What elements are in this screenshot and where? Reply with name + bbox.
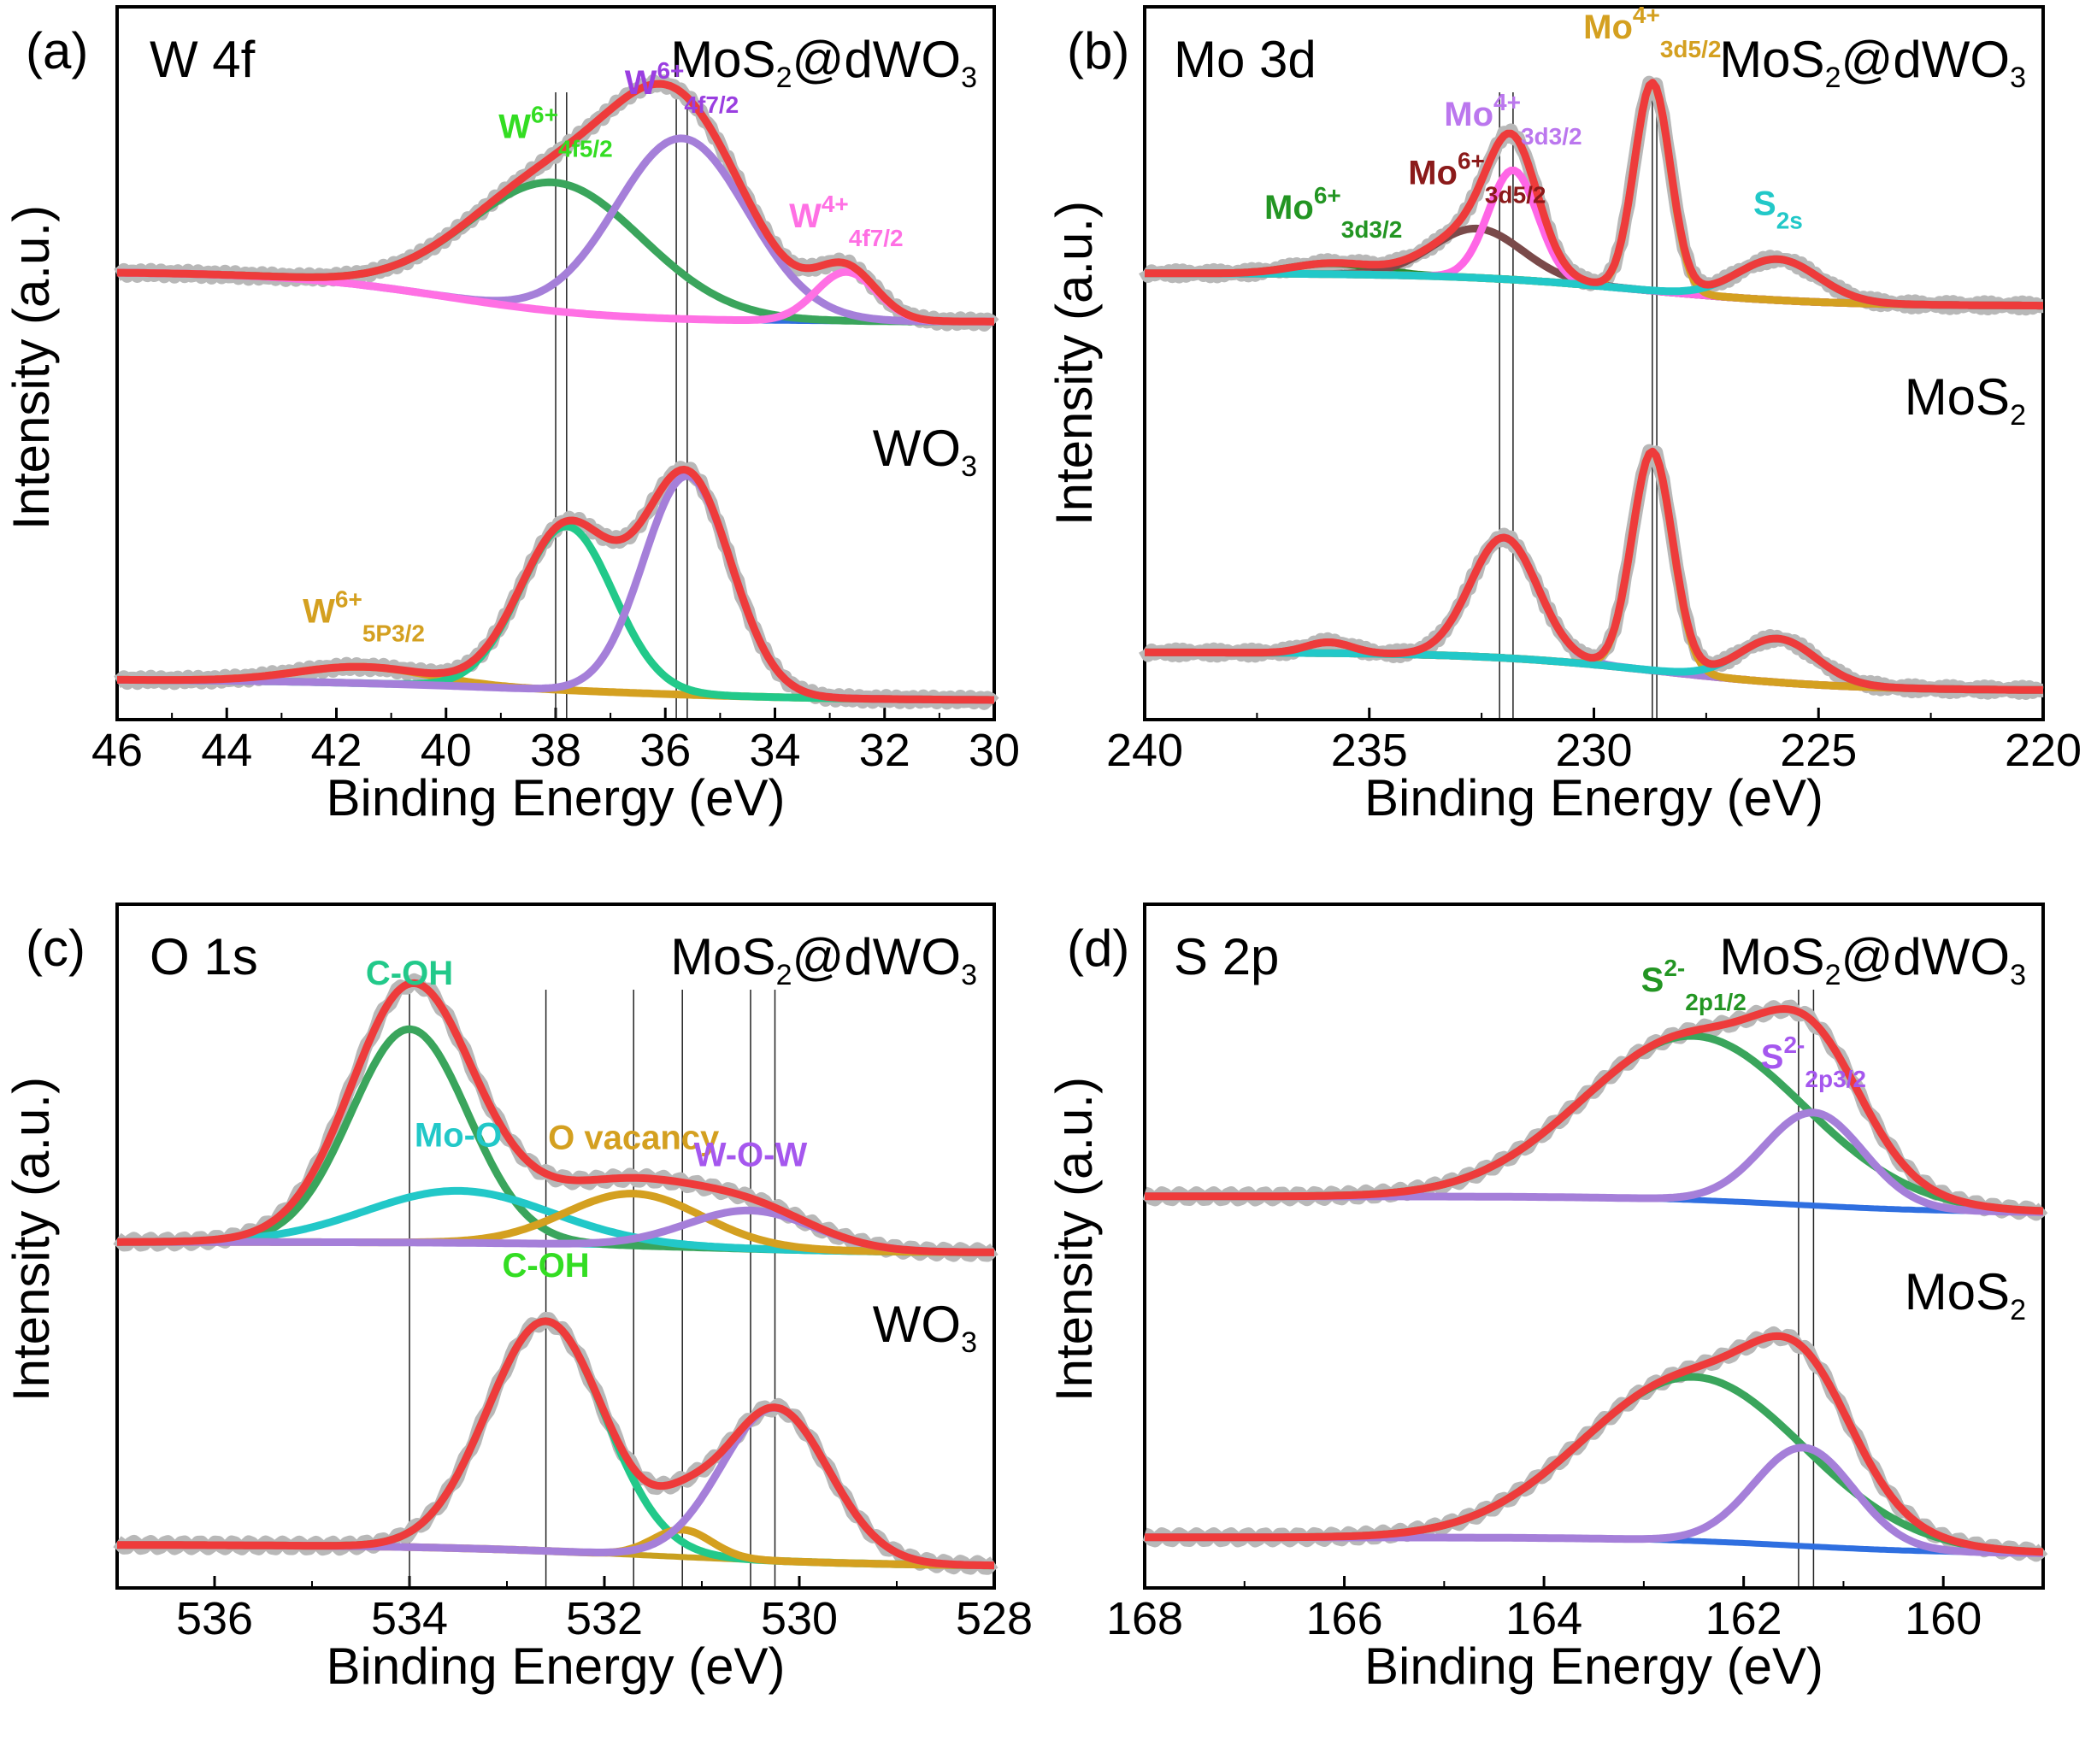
- peak-label: S2-2p3/2: [1761, 1032, 1866, 1092]
- panel-4: 168 166 164 162 160 Binding Energy (eV) Intens…: [1046, 903, 2048, 1695]
- x-tick-label: 34: [749, 725, 800, 776]
- x-tick-label: 44: [201, 725, 252, 776]
- peak-label: Mo4+3d3/2: [1444, 89, 1582, 150]
- sample-label: MoS2: [1905, 1263, 2026, 1326]
- peak-label: O vacancy: [548, 1120, 720, 1157]
- peak-label: Mo6+3d3/2: [1264, 182, 1402, 243]
- fit-envelope: [1144, 447, 2044, 694]
- fit-envelope: [116, 1317, 995, 1570]
- panel-2: 240 235 230 225 220 Binding Energy (eV) Intens…: [1046, 2, 2082, 826]
- panel-1: 46 44 42 40 38 36 34 32 30 Binding Energy (eV) Int…: [3, 5, 1020, 826]
- sample-label: WO3: [873, 420, 977, 483]
- panel-label: (a): [26, 22, 88, 79]
- panel-3: 536 534 532 530 528 Binding Energy (eV) Intens…: [3, 903, 1033, 1695]
- plot-frame: [1143, 5, 2045, 721]
- x-tick-label: 46: [91, 725, 143, 776]
- peak-label: Mo6+3d5/2: [1408, 147, 1546, 208]
- x-tick-label: 168: [1106, 1593, 1183, 1644]
- fit-envelope: [116, 979, 995, 1256]
- peak-label: Mo4+3d5/2: [1583, 2, 1721, 62]
- panel-label: (d): [1067, 920, 1129, 977]
- sample-MoS2: MoS2: [1139, 368, 2047, 700]
- x-tick-label: 40: [421, 725, 472, 776]
- plot-frame: [1143, 903, 2045, 1590]
- x-tick-label: 164: [1505, 1593, 1582, 1644]
- x-tick-label: 534: [371, 1593, 448, 1644]
- peak-label: W6+4f7/2: [625, 57, 739, 118]
- sample-label: MoS2@dWO3: [1719, 31, 2026, 94]
- peak-label: W6+5P3/2: [303, 585, 425, 646]
- x-axis-label: Binding Energy (eV): [327, 769, 786, 826]
- x-tick-label: 532: [566, 1593, 643, 1644]
- core-level-title: Mo 3d: [1174, 31, 1317, 88]
- fit-component: [1144, 1032, 2044, 1215]
- x-tick-label: 30: [969, 725, 1020, 776]
- x-tick-label: 240: [1106, 725, 1183, 776]
- peak-label: C-OH: [502, 1247, 589, 1285]
- sample-label: WO3: [873, 1296, 977, 1359]
- y-axis-label: Intensity (a.u.): [1046, 201, 1103, 526]
- sample-label: MoS2@dWO3: [670, 928, 977, 991]
- core-level-title: O 1s: [150, 928, 258, 985]
- x-tick-label: 220: [2005, 725, 2082, 776]
- x-tick-label: 42: [310, 725, 362, 776]
- raw-spectrum: [1141, 1326, 2048, 1562]
- core-level-title: S 2p: [1174, 928, 1279, 985]
- peak-label: S2s: [1753, 185, 1803, 233]
- sample-label: MoS2: [1905, 368, 2026, 432]
- y-axis-label: Intensity (a.u.): [3, 1077, 60, 1402]
- sample-MoS2@dWO3: MoS2@dWO3 Mo6+3d3/2Mo6+3d5/2Mo4+3d3/2Mo4+…: [1139, 2, 2047, 316]
- sample-WO3: WO3 W6+5P3/2: [113, 420, 999, 710]
- core-level-title: W 4f: [150, 31, 256, 88]
- x-tick-label: 530: [761, 1593, 838, 1644]
- peak-label: W4+4f7/2: [789, 191, 904, 251]
- x-tick-label: 536: [176, 1593, 253, 1644]
- y-axis-label: Intensity (a.u.): [3, 205, 60, 530]
- y-axis-label: Intensity (a.u.): [1046, 1077, 1103, 1402]
- sample-label: MoS2@dWO3: [1719, 928, 2026, 991]
- fit-envelope: [116, 79, 995, 326]
- fit-component: [1144, 1373, 2044, 1556]
- fit-envelope: [1144, 79, 2044, 310]
- x-tick-label: 230: [1555, 725, 1632, 776]
- x-tick-label: 160: [1905, 1593, 1982, 1644]
- fit-envelope: [1144, 1005, 2044, 1215]
- fit-envelope: [1144, 1332, 2044, 1556]
- x-tick-label: 162: [1705, 1593, 1782, 1644]
- sample-label: MoS2@dWO3: [670, 31, 977, 94]
- sample-MoS2: MoS2: [1141, 1263, 2048, 1562]
- x-axis-label: Binding Energy (eV): [1364, 1638, 1823, 1695]
- peak-label: C-OH: [366, 955, 453, 992]
- sample-MoS2@dWO3: MoS2@dWO3 W6+4f5/2W6+4f7/2 W4+4f7/2: [113, 31, 999, 332]
- peak-label: W-O-W: [694, 1136, 808, 1173]
- sample-WO3: WO3 C-OH: [113, 1247, 998, 1575]
- x-axis-label: Binding Energy (eV): [327, 1638, 786, 1695]
- x-tick-label: 32: [859, 725, 910, 776]
- x-tick-label: 166: [1306, 1593, 1383, 1644]
- x-tick-label: 38: [530, 725, 581, 776]
- peak-label: W6+4f5/2: [498, 102, 613, 162]
- fit-envelope: [116, 465, 995, 704]
- x-axis-label: Binding Energy (eV): [1364, 769, 1823, 826]
- panel-label: (b): [1067, 22, 1129, 79]
- x-tick-label: 528: [956, 1593, 1033, 1644]
- panel-label: (c): [26, 920, 85, 977]
- x-tick-label: 36: [639, 725, 691, 776]
- peak-label: S2-2p1/2: [1641, 955, 1747, 1015]
- x-tick-label: 225: [1780, 725, 1857, 776]
- x-tick-label: 235: [1331, 725, 1408, 776]
- raw-spectrum: [113, 1312, 998, 1575]
- peak-label: Mo-O: [415, 1116, 502, 1154]
